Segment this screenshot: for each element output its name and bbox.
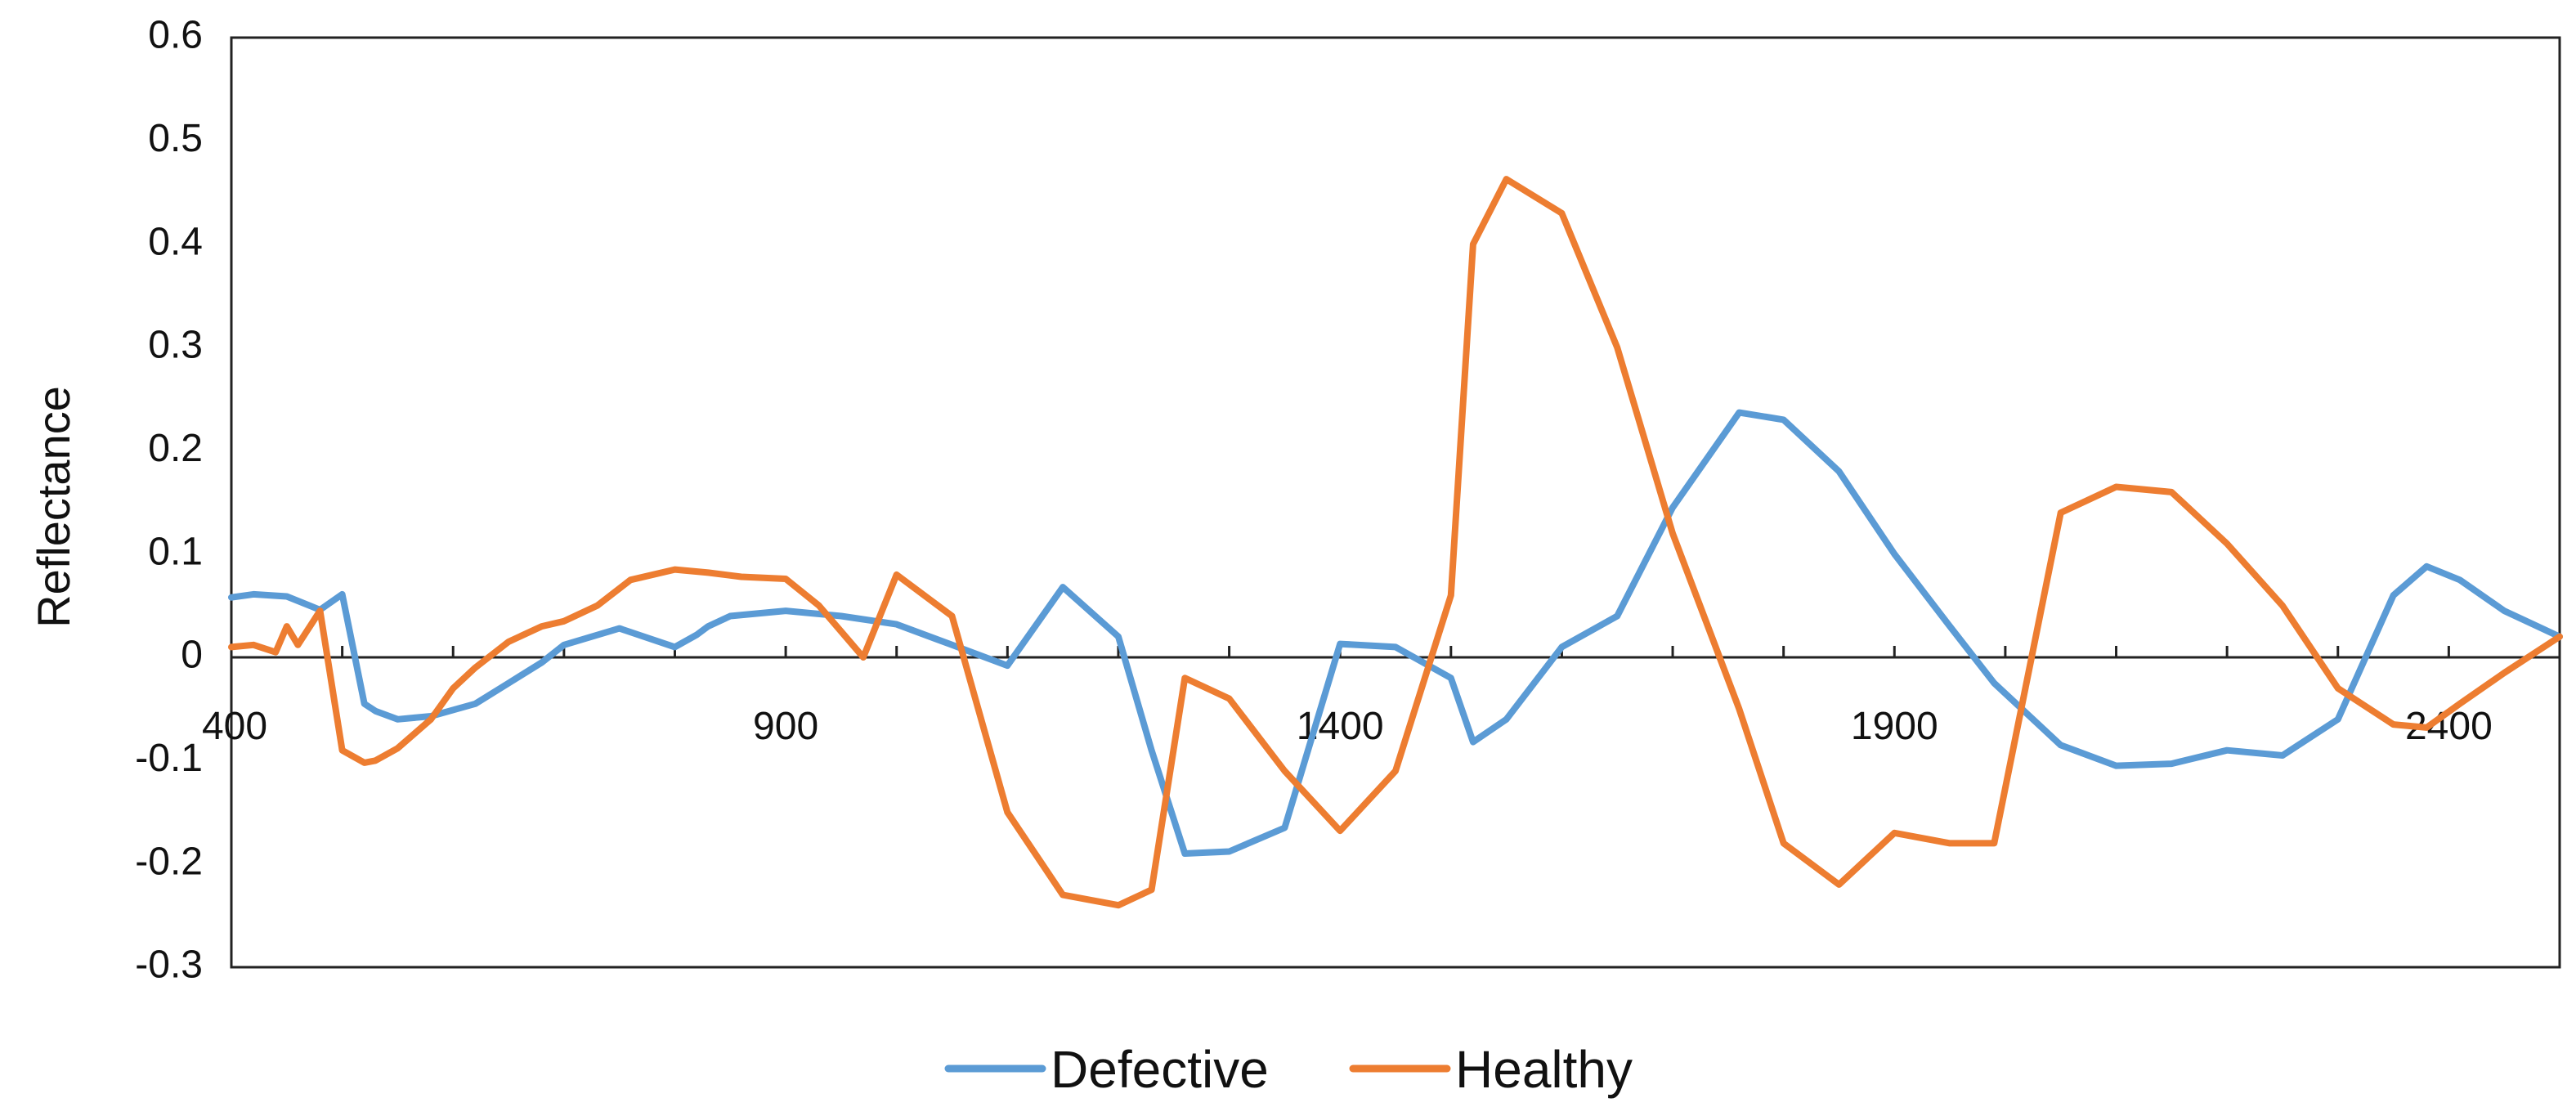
- legend: Defective Healthy: [944, 1040, 1633, 1099]
- y-tick-label: 0.5: [148, 117, 203, 160]
- x-tick-label: 400: [202, 705, 267, 748]
- x-tick-label: 900: [753, 705, 818, 748]
- y-tick-label: 0.3: [148, 324, 203, 367]
- x-axis-ticks: 400 900 1400 1900 2400: [202, 705, 2493, 748]
- y-tick-label: 0.2: [148, 427, 203, 470]
- y-tick-label: 0.6: [148, 14, 203, 57]
- y-tick-label: 0: [181, 634, 203, 677]
- legend-label-defective: Defective: [1051, 1040, 1269, 1099]
- x-tick-label: 1900: [1851, 705, 1938, 748]
- y-axis-ticks: -0.3 -0.2 -0.1 0 0.1 0.2 0.3 0.4 0.5 0.6: [135, 14, 203, 987]
- series-line-healthy: [228, 176, 2563, 909]
- y-tick-label: 0.1: [148, 530, 203, 573]
- y-tick-label: -0.1: [135, 737, 203, 780]
- y-tick-label: -0.2: [135, 840, 203, 883]
- legend-label-healthy: Healthy: [1455, 1040, 1633, 1099]
- plot-area-border: [230, 36, 2561, 969]
- series-line-defective: [228, 409, 2563, 857]
- y-tick-label: 0.4: [148, 220, 203, 263]
- y-axis-title: Reflectance: [28, 386, 79, 628]
- series-layer: [228, 176, 2563, 909]
- y-tick-label: -0.3: [135, 943, 203, 987]
